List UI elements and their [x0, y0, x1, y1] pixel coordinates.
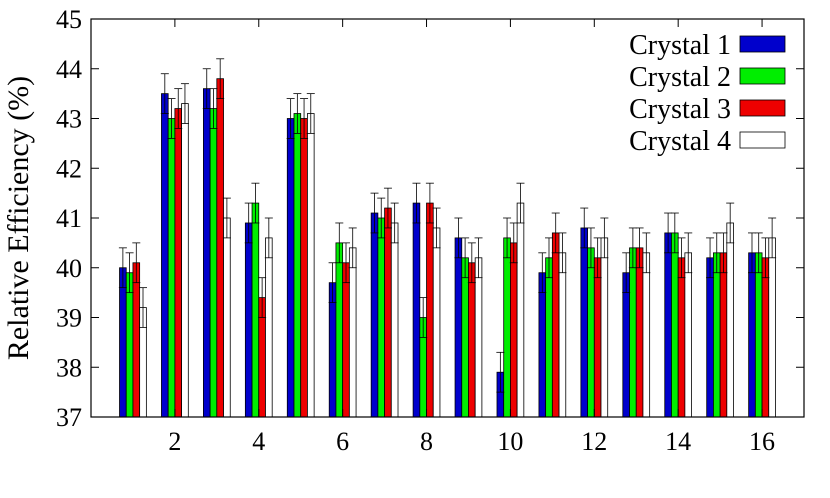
- bar-crystal-4: [390, 222, 399, 418]
- bar-crystal-4: [348, 247, 357, 418]
- bar-crystal-4: [181, 103, 189, 418]
- bar-crystal-4: [768, 237, 776, 418]
- bar-crystal-1: [580, 227, 588, 418]
- y-tick-label: 43: [56, 105, 82, 134]
- legend-swatch: [739, 35, 786, 53]
- bar-crystal-2: [503, 237, 511, 418]
- x-tick-label: 4: [252, 427, 265, 456]
- bar-crystal-2: [713, 252, 721, 418]
- bar-crystal-4: [558, 252, 567, 418]
- legend-swatch: [739, 131, 786, 149]
- bar-crystal-3: [216, 78, 224, 418]
- bar-crystal-4: [307, 113, 315, 418]
- bar-crystal-3: [384, 207, 392, 418]
- y-tick-label: 45: [56, 5, 82, 34]
- bar-crystal-4: [726, 222, 734, 418]
- bar-crystal-1: [244, 222, 253, 418]
- bar-crystal-1: [370, 212, 379, 418]
- legend-swatch: [739, 67, 786, 85]
- bar-crystal-4: [432, 227, 441, 418]
- bar-crystal-3: [551, 232, 560, 418]
- bar-crystal-1: [664, 232, 672, 418]
- legend-label: Crystal 2: [629, 62, 731, 93]
- bar-crystal-3: [300, 118, 308, 418]
- x-tick-label: 12: [581, 427, 607, 456]
- bar-crystal-3: [761, 257, 770, 418]
- bar-crystal-3: [132, 262, 141, 418]
- x-axis: 2 4 6 8 10 12 14 16: [168, 19, 775, 456]
- bar-crystal-2: [251, 202, 260, 418]
- bar-crystal-4: [223, 217, 231, 418]
- bar-crystal-2: [587, 247, 595, 418]
- bar-crystal-2: [293, 113, 302, 418]
- x-tick-label: 6: [336, 427, 349, 456]
- bar-crystal-4: [516, 202, 525, 418]
- legend-swatch: [739, 99, 786, 117]
- bar-crystal-3: [677, 257, 686, 418]
- bar-crystal-3: [635, 247, 644, 418]
- bar-crystal-2: [545, 257, 553, 418]
- bar-crystal-2: [209, 108, 218, 418]
- bar-crystal-2: [754, 252, 763, 418]
- bar-crystal-1: [286, 118, 295, 418]
- bar-crystal-3: [510, 242, 518, 418]
- bar-crystal-2: [167, 118, 176, 418]
- bar-crystal-3: [174, 108, 182, 418]
- bar-crystal-2: [671, 232, 679, 418]
- y-tick-label: 37: [56, 403, 82, 432]
- bar-crystal-1: [622, 272, 630, 418]
- y-axis-title: Relative Efficiency (%): [2, 76, 35, 360]
- bar-crystal-1: [203, 88, 211, 418]
- bar-crystal-1: [706, 257, 714, 418]
- x-tick-label: 10: [497, 427, 523, 456]
- x-tick-label: 8: [420, 427, 433, 456]
- bar-crystal-1: [538, 272, 547, 418]
- x-tick-label: 16: [749, 427, 775, 456]
- y-tick-label: 44: [56, 55, 82, 84]
- bar-crystal-4: [600, 237, 609, 418]
- bar-crystal-2: [377, 217, 385, 418]
- legend-label: Crystal 1: [629, 30, 731, 61]
- legend-label: Crystal 4: [629, 126, 731, 157]
- bar-crystal-1: [161, 93, 169, 418]
- bar-crystal-3: [468, 262, 476, 418]
- bar-crystal-3: [593, 257, 602, 418]
- bar-crystal-2: [629, 247, 637, 418]
- bar-crystal-4: [684, 252, 692, 418]
- y-tick-label: 41: [56, 204, 82, 233]
- bar-crystal-3: [719, 252, 728, 418]
- bar-crystal-1: [748, 252, 756, 418]
- y-tick-label: 42: [56, 154, 82, 183]
- bar-crystal-2: [461, 257, 469, 418]
- error-bars-layer: [118, 58, 777, 393]
- x-tick-label: 14: [665, 427, 691, 456]
- bar-crystal-3: [342, 262, 350, 418]
- bars-layer: [119, 78, 776, 418]
- y-axis: 37 38 39 40 41 42 43 44 45: [56, 5, 804, 432]
- bar-crystal-3: [426, 202, 434, 418]
- bar-crystal-4: [474, 257, 483, 418]
- bar-crystal-2: [125, 272, 134, 418]
- y-tick-label: 39: [56, 304, 82, 333]
- bar-crystal-2: [335, 242, 344, 418]
- y-tick-label: 38: [56, 353, 82, 382]
- bar-crystal-1: [454, 237, 463, 418]
- x-tick-label: 2: [168, 427, 181, 456]
- bar-crystal-4: [265, 237, 273, 418]
- bar-crystal-4: [642, 252, 651, 418]
- bar-crystal-1: [119, 267, 127, 418]
- y-tick-label: 40: [56, 254, 82, 283]
- bar-crystal-1: [412, 202, 421, 418]
- legend-label: Crystal 3: [629, 94, 731, 125]
